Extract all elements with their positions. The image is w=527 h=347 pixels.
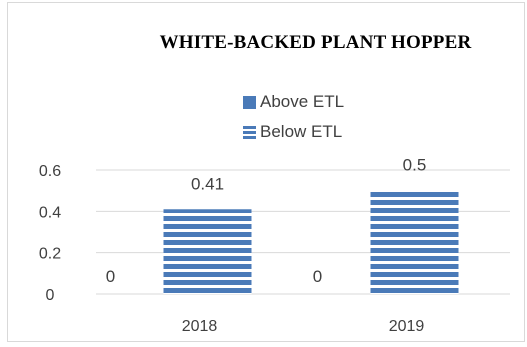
x-tick-label: 2019 [389,318,425,335]
data-label-above-etl: 0 [106,267,115,286]
y-tick-label: 0 [46,287,55,304]
legend-item-below-etl: Below ETL [243,122,342,142]
chart-title: WHITE-BACKED PLANT HOPPER [159,32,472,53]
legend-label-below-etl: Below ETL [260,122,343,141]
bar-below-etl [370,190,459,294]
data-label-below-etl: 0.5 [403,156,427,175]
data-label-below-etl: 0.41 [191,174,224,193]
y-tick-label: 0.2 [39,246,61,263]
legend-swatch-below-etl [243,125,256,139]
data-label-above-etl: 0 [313,267,322,286]
legend-swatch-above-etl [243,95,256,109]
y-tick-label: 0.6 [39,163,61,180]
legend-label-above-etl: Above ETL [260,92,345,111]
bar-below-etl [163,209,252,294]
x-tick-label: 2018 [182,318,218,335]
y-tick-label: 0.4 [39,204,61,221]
legend-item-above-etl: Above ETL [243,92,344,112]
